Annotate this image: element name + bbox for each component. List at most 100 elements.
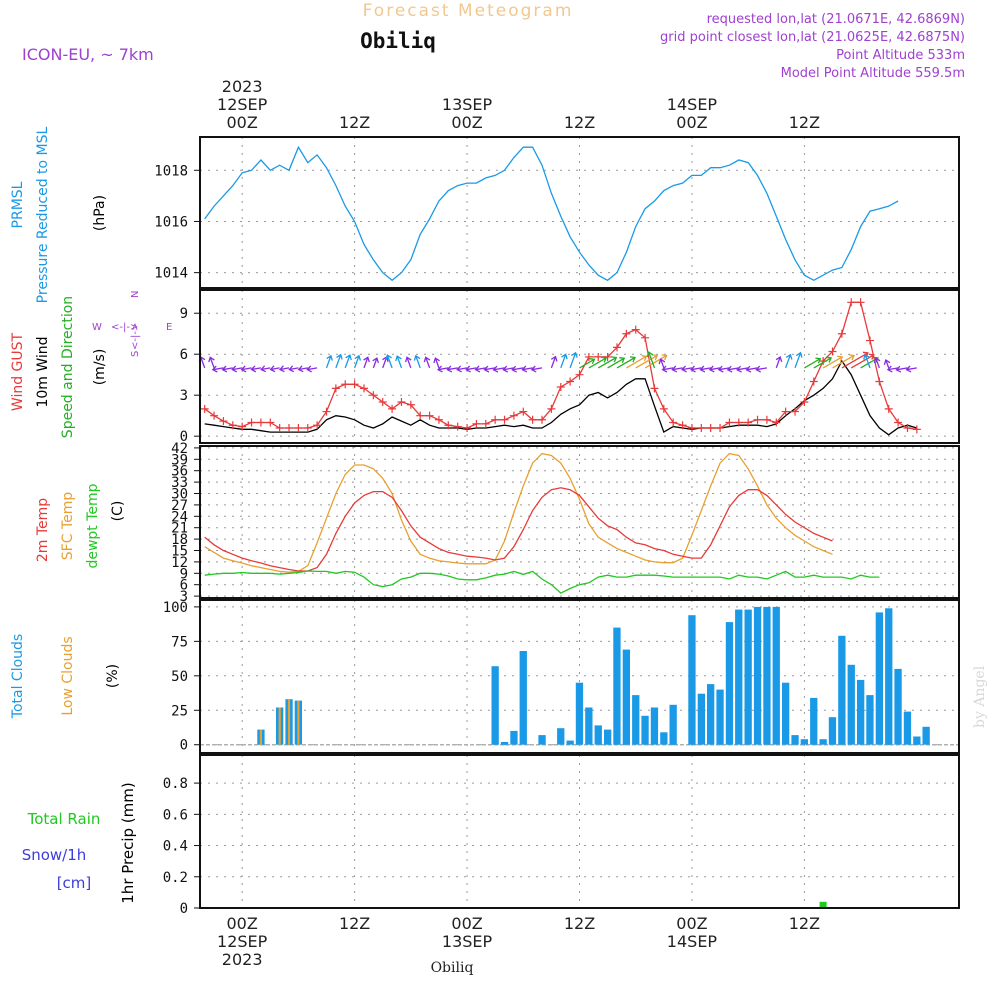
wind-direction-arrow — [413, 354, 421, 369]
gust-marker — [425, 411, 434, 420]
wind-direction-arrow — [306, 365, 318, 373]
compass-n: N — [130, 291, 141, 298]
gust-marker — [865, 336, 874, 345]
temp-ytick-label: 33 — [171, 475, 188, 491]
wind-direction-arrow — [288, 365, 299, 373]
top-time-label: 00Z — [451, 113, 482, 132]
total-clouds-bar — [753, 606, 762, 745]
dewpoint-line — [204, 570, 880, 594]
gust-marker — [453, 422, 462, 431]
wind-direction-arrow — [597, 356, 618, 369]
total-clouds-bar — [604, 729, 612, 745]
wind-direction-arrow — [895, 365, 908, 373]
wind-direction-arrow — [886, 365, 899, 373]
gust-marker — [472, 419, 481, 428]
top-time-label: 13SEP — [442, 95, 493, 114]
gust-marker — [772, 418, 781, 427]
gust-marker — [341, 380, 350, 389]
gust-marker — [659, 404, 668, 413]
wind-label-speed: 10m Wind — [35, 336, 51, 407]
total-clouds-bar — [810, 697, 818, 745]
precip-ytick-label: 0.2 — [163, 870, 188, 886]
temp-ytick-label: 21 — [171, 521, 188, 537]
wind-direction-arrow — [344, 354, 352, 369]
gust-marker — [575, 370, 584, 379]
gust-marker — [828, 347, 837, 356]
wind-direction-arrow — [530, 365, 543, 373]
temp-ytick-label: 24 — [171, 509, 188, 525]
total-clouds-bar — [650, 707, 659, 745]
gust-marker — [631, 325, 640, 334]
wind-direction-arrow — [850, 353, 875, 369]
gust-marker — [669, 418, 678, 427]
wind-direction-arrow — [699, 365, 711, 373]
bottom-time-label: 14SEP — [667, 932, 718, 951]
gust-marker — [331, 384, 340, 393]
compass-e: E — [166, 322, 172, 333]
total-clouds-bar — [575, 682, 584, 745]
wind-ytick-label: 6 — [180, 347, 188, 363]
pressure-ytick-label: 1016 — [154, 214, 188, 230]
precip-ytick-label: 0.8 — [163, 776, 188, 792]
low-clouds-bar — [287, 699, 291, 745]
clouds-ytick-label: 50 — [171, 669, 188, 685]
wind-direction-arrow — [616, 356, 636, 369]
total-clouds-bar — [857, 679, 865, 745]
wind-direction-arrow — [363, 356, 370, 369]
gust-marker — [884, 404, 893, 413]
clouds-ytick-label: 0 — [180, 738, 188, 754]
temp-ytick-label: 9 — [180, 566, 188, 582]
total-clouds-bar — [538, 735, 546, 745]
precip-label-rain: Total Rain — [27, 810, 101, 828]
total-clouds-bar — [847, 664, 855, 745]
gust-marker — [612, 343, 621, 352]
total-clouds-bar — [894, 668, 902, 745]
gust-marker — [416, 411, 425, 420]
wind-direction-arrow — [474, 365, 486, 373]
wind-direction-arrow — [832, 354, 855, 369]
gust-marker — [837, 329, 846, 338]
wind-direction-arrow — [661, 365, 674, 373]
wind-direction-arrow — [775, 355, 783, 369]
credit: by Angel — [972, 665, 988, 728]
temp-label-2m: 2m Temp — [35, 498, 51, 562]
gust-marker — [350, 380, 359, 389]
wind-direction-arrow — [221, 365, 233, 373]
footer-location: Obiliq — [431, 960, 474, 976]
gust-marker — [509, 411, 518, 420]
total-clouds-bar — [660, 732, 668, 745]
wind-direction-arrow — [335, 353, 343, 369]
low-clouds-bar — [259, 729, 262, 745]
wind-direction-arrow — [550, 355, 558, 369]
gust-marker — [556, 382, 565, 391]
top-time-label: 00Z — [227, 113, 258, 132]
wind-direction-arrow — [717, 365, 730, 373]
wind-frame — [199, 289, 960, 444]
pressure-label-prmsl: PRMSL — [10, 181, 26, 228]
total-clouds-bar — [585, 707, 593, 745]
total-clouds-bar — [688, 615, 696, 745]
gust-marker — [275, 423, 284, 432]
total-clouds-bar — [828, 717, 837, 745]
model-label: ICON-EU, ~ 7km — [22, 45, 154, 64]
precip-label-unit: 1hr Precip (mm) — [119, 782, 137, 903]
wind-direction-arrow — [708, 365, 721, 373]
wind-direction-arrow — [745, 365, 758, 373]
precip-frame — [199, 754, 960, 909]
bottom-time-label: 13SEP — [442, 932, 493, 951]
gust-marker — [894, 418, 903, 427]
top-time-label: 00Z — [676, 113, 707, 132]
wind-direction-arrow — [492, 365, 505, 373]
compass-arrows-horizontal: <-|-> — [111, 322, 138, 333]
total-clouds-bar — [913, 736, 921, 745]
gust-marker — [847, 298, 856, 307]
gust-marker — [725, 418, 734, 427]
gust-marker — [322, 407, 331, 416]
wind-direction-arrow — [325, 354, 333, 369]
gust-marker — [303, 423, 312, 432]
gust-marker — [791, 407, 800, 416]
bottom-time-label: 00Z — [451, 914, 482, 933]
total-clouds-bar — [800, 739, 808, 745]
temp-label-sfc: SFC Temp — [60, 492, 76, 561]
wind-label-gust: Wind GUST — [10, 332, 26, 411]
